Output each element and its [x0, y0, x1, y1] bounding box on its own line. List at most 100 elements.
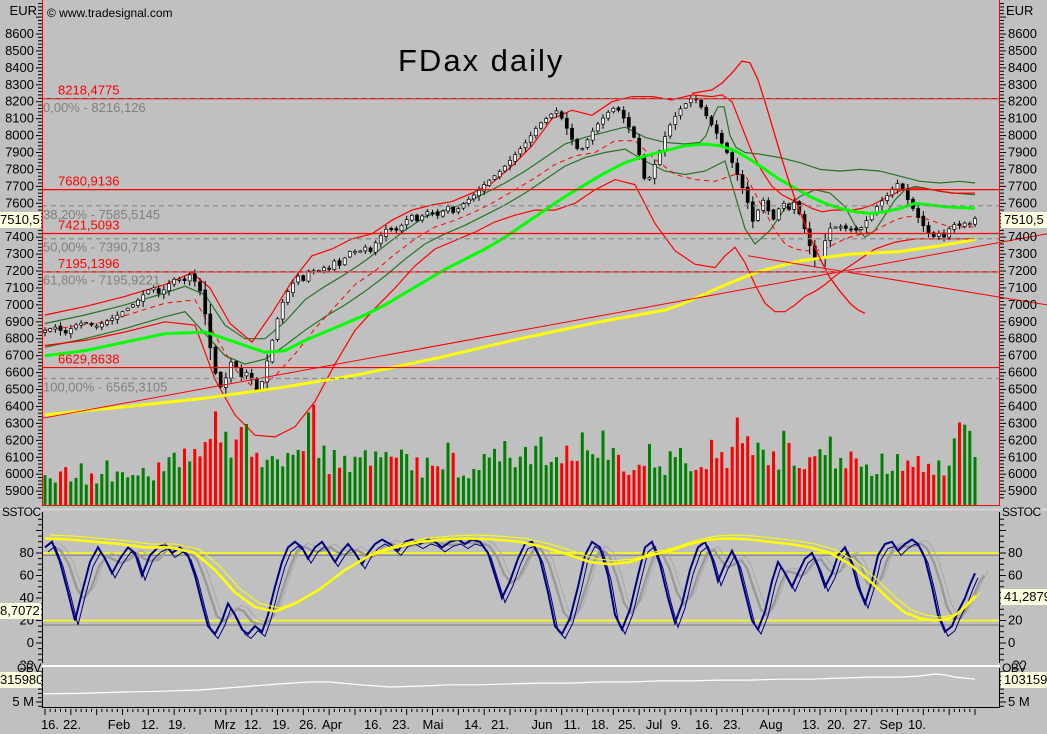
price-tick-label-left: 7000 [5, 297, 34, 312]
sstoc-tick-label-left: 80 [20, 545, 34, 560]
obv-axis-label-left: 5 M [12, 694, 34, 709]
price-tick-label-right: 6000 [1008, 466, 1037, 481]
price-tick-label-right: 8500 [1008, 43, 1037, 58]
date-label: 22. [63, 717, 81, 732]
date-label: Jul [646, 717, 663, 732]
obv-value-label-left: 315980 [0, 672, 41, 688]
price-tick-label-right: 6500 [1008, 382, 1037, 397]
price-tick-label-left: 7200 [5, 263, 34, 278]
date-label: 23. [392, 717, 410, 732]
date-label: 19. [272, 717, 290, 732]
price-tick-label-left: 6600 [5, 365, 34, 380]
date-label: 16. [695, 717, 713, 732]
time-axis: 16. 22. Feb 12. 19. Mrz 12. 19. 26. Apr 16. 23. Mai 1… [41, 707, 1000, 732]
sstoc-tick-label-left: 40 [20, 590, 34, 605]
date-label: 12. [141, 717, 159, 732]
price-tick-label-left: 8500 [5, 43, 34, 58]
price-tick-label-left: 6300 [5, 415, 34, 430]
price-tick-label-right: 7100 [1008, 280, 1037, 295]
sstoc-axis: 808060604040202000-20-20 [15, 512, 1027, 673]
price-axis-unit-left: EUR [9, 3, 37, 18]
copyright-label: © www.tradesignal.com [47, 6, 173, 20]
date-label: Aug [759, 717, 782, 732]
sstoc-value-label-left: 8,7072 [0, 603, 41, 619]
date-label: 19. [168, 717, 186, 732]
price-tick-label-left: 6500 [5, 382, 34, 397]
candlesticks [43, 95, 977, 394]
price-tick-label-right: 7200 [1008, 263, 1037, 278]
date-label: 14. [464, 717, 482, 732]
date-label: Apr [322, 717, 343, 732]
date-label: 21. [491, 717, 509, 732]
price-tick-label-right: 7300 [1008, 246, 1037, 261]
fib-level-label: 50,00% - 7390,7183 [43, 240, 160, 255]
date-label: 10. [908, 717, 926, 732]
obv-axis-label-right: 5 M [1008, 694, 1030, 709]
date-label: 11. [563, 717, 580, 732]
price-tick-label-left: 8300 [5, 77, 34, 92]
price-tick-label-right: 6400 [1008, 398, 1037, 413]
chart-title: FDax daily [398, 43, 565, 78]
sstoc-tick-label-right: 80 [1008, 545, 1022, 560]
main-price-panel [43, 60, 977, 505]
date-label: Jun [532, 717, 553, 732]
current-price-label-left: 7510,5 [0, 212, 41, 228]
current-price-label-right: 7510,5 [1001, 212, 1047, 228]
price-tick-label-right: 7600 [1008, 195, 1037, 210]
price-tick-label-right: 8200 [1008, 94, 1037, 109]
price-tick-label-right: 6200 [1008, 432, 1037, 447]
price-level-label: 8218,4775 [58, 83, 119, 98]
stochastic-yellow [44, 534, 981, 622]
price-tick-label-left: 7900 [5, 145, 34, 160]
date-label: 16. [364, 717, 382, 732]
trendlines [41, 233, 1047, 419]
price-tick-label-left: 7600 [5, 195, 34, 210]
price-tick-label-right: 8000 [1008, 128, 1037, 143]
price-tick-label-right: 8400 [1008, 60, 1037, 75]
price-tick-label-right: 6600 [1008, 365, 1037, 380]
obv-panel-title-right: OBV [1002, 661, 1026, 675]
price-level-label: 7195,1396 [58, 256, 119, 271]
price-tick-label-left: 7400 [5, 229, 34, 244]
price-level-label: 6629,8638 [58, 352, 119, 367]
price-axis: 8600 8600 8500 8500 8400 8400 8300 8300 8200 8200… [0, 3, 1047, 511]
date-label: 27. [853, 717, 871, 732]
price-tick-label-right: 5900 [1008, 483, 1037, 498]
price-tick-label-left: 6100 [5, 449, 34, 464]
obv-panel [42, 673, 976, 695]
price-tick-label-right: 6900 [1008, 314, 1037, 329]
price-tick-label-left: 7300 [5, 246, 34, 261]
price-tick-label-right: 8100 [1008, 111, 1037, 126]
sstoc-tick-label-left: 0 [27, 635, 34, 650]
sstoc-tick-label-left: 60 [20, 568, 34, 583]
price-tick-label-left: 8200 [5, 94, 34, 109]
price-level-label: 7421,5093 [58, 218, 119, 233]
price-tick-label-right: 6700 [1008, 348, 1037, 363]
sstoc-panel [42, 534, 1000, 640]
price-tick-label-left: 8100 [5, 111, 34, 126]
fib-level-label: 100,00% - 6565,3105 [43, 379, 167, 394]
price-tick-label-right: 7000 [1008, 297, 1037, 312]
date-label: 13. [802, 717, 820, 732]
date-label: 9. [671, 717, 682, 732]
fib-level-label: 0,00% - 8216,126 [43, 100, 146, 115]
date-label: 23. [723, 717, 741, 732]
price-tick-label-right: 8300 [1008, 77, 1037, 92]
price-axis-unit-right: EUR [1006, 3, 1034, 18]
price-tick-label-right: 7800 [1008, 161, 1037, 176]
price-tick-label-right: 7900 [1008, 145, 1037, 160]
date-label: 26. [299, 717, 317, 732]
price-tick-label-left: 6000 [5, 466, 34, 481]
date-label: Mrz [214, 717, 236, 732]
price-tick-label-right: 7700 [1008, 178, 1037, 193]
price-tick-label-left: 6800 [5, 331, 34, 346]
price-tick-label-right: 7400 [1008, 229, 1037, 244]
fib-level-label: 61,80% - 7195,9221 [43, 273, 160, 288]
price-tick-label-right: 6800 [1008, 331, 1037, 346]
price-tick-label-right: 8600 [1008, 26, 1037, 41]
date-label: Mai [423, 717, 444, 732]
sstoc-tick-label-right: 20 [1008, 613, 1022, 628]
obv-value-label-right: 1031598 [1001, 672, 1047, 688]
sstoc-tick-label-right: 0 [1008, 635, 1015, 650]
